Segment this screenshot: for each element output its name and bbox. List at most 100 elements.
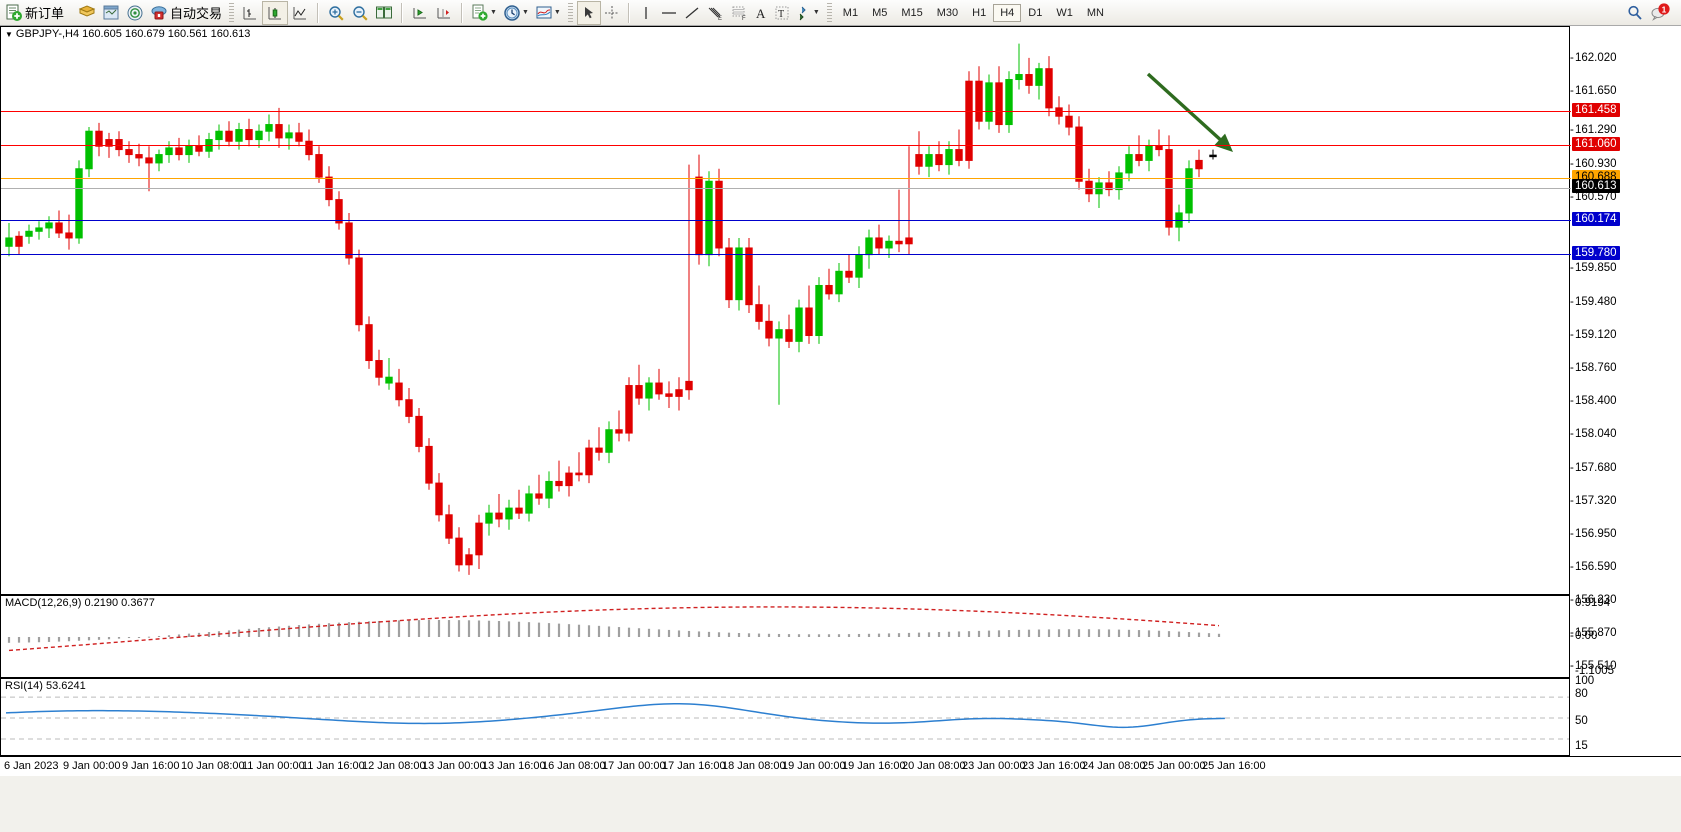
cursor-tool-button[interactable] bbox=[576, 0, 601, 25]
text-label-tool-button[interactable]: T bbox=[771, 1, 793, 25]
price-level-line[interactable] bbox=[1, 254, 1571, 255]
price-level-badge[interactable]: 160.174 bbox=[1572, 212, 1620, 226]
price-level-line[interactable] bbox=[1, 145, 1571, 146]
fibonacci-tool-button[interactable]: E bbox=[703, 1, 727, 25]
candlestick bbox=[255, 124, 263, 148]
timeframe-w1[interactable]: W1 bbox=[1056, 6, 1073, 19]
macd-pane[interactable]: MACD(12,26,9) 0.2190 0.3677 bbox=[0, 595, 1570, 678]
macd-histogram-bar bbox=[27, 637, 31, 643]
time-tick: 16 Jan 08:00 bbox=[542, 760, 606, 772]
timeframe-m1[interactable]: M1 bbox=[842, 6, 859, 19]
rsi-scale-tick: 80 bbox=[1575, 688, 1588, 700]
shift-chart-button[interactable] bbox=[408, 1, 432, 25]
symbol-header[interactable]: ▼ GBPJPY-,H4 160.605 160.679 160.561 160.… bbox=[5, 28, 250, 40]
new-order-button[interactable]: 新订单 bbox=[2, 1, 67, 25]
timeframe-h1[interactable]: H1 bbox=[972, 6, 987, 19]
toolbar-grip-2[interactable] bbox=[567, 2, 573, 23]
notifications-button[interactable]: 1 bbox=[1647, 1, 1673, 25]
shapes-icon bbox=[796, 5, 812, 21]
timeframe-m15[interactable]: M15 bbox=[901, 6, 923, 19]
add-indicator-button[interactable]: ▼ bbox=[468, 1, 500, 25]
price-level-line[interactable] bbox=[1, 178, 1571, 179]
price-level-badge[interactable]: 159.780 bbox=[1572, 246, 1620, 260]
svg-text:F: F bbox=[742, 16, 746, 21]
timeframe-h4[interactable]: H4 bbox=[993, 3, 1022, 22]
macd-histogram-bar bbox=[277, 626, 281, 637]
candlestick bbox=[935, 141, 943, 172]
text-tool-button[interactable]: A bbox=[751, 1, 771, 25]
time-tick: 25 Jan 00:00 bbox=[1142, 760, 1206, 772]
price-axis[interactable]: -162.020 -161.650 -161.290 -160.930 -160.570… bbox=[1570, 26, 1681, 756]
macd-label: MACD(12,26,9) 0.2190 0.3677 bbox=[5, 597, 155, 609]
horizontal-line-tool-button[interactable] bbox=[657, 1, 681, 25]
symbol-caret-icon[interactable]: ▼ bbox=[5, 30, 13, 39]
templates-button[interactable]: ▼ bbox=[532, 1, 564, 25]
shapes-tool-button[interactable]: ▼ bbox=[793, 1, 823, 25]
toolbar-grip[interactable] bbox=[229, 2, 235, 23]
price-tick: -157.680 bbox=[1570, 462, 1617, 474]
down-trend-arrow-icon[interactable] bbox=[1146, 72, 1233, 152]
vertical-line-tool-button[interactable] bbox=[635, 1, 657, 25]
candlestick bbox=[1105, 171, 1113, 197]
macd-histogram-bar bbox=[547, 623, 551, 637]
fibonacci-grid-tool-button[interactable]: F bbox=[727, 1, 751, 25]
meta-editor-button[interactable] bbox=[75, 1, 99, 25]
macd-histogram-bar bbox=[267, 627, 271, 637]
timeframe-d1[interactable]: D1 bbox=[1028, 6, 1043, 19]
candlestick bbox=[1125, 146, 1133, 182]
line-chart-button[interactable] bbox=[288, 1, 312, 25]
rsi-scale-tick: 100 bbox=[1575, 675, 1595, 687]
zoom-out-button[interactable] bbox=[348, 1, 372, 25]
search-button[interactable] bbox=[1623, 1, 1647, 25]
text-icon: A bbox=[754, 5, 768, 21]
price-level-line[interactable] bbox=[1, 220, 1571, 221]
tile-windows-button[interactable] bbox=[372, 1, 396, 25]
timeframe-m30[interactable]: M30 bbox=[936, 6, 959, 19]
window-icon bbox=[102, 4, 120, 22]
time-tick: 12 Jan 08:00 bbox=[362, 760, 426, 772]
time-tick: 23 Jan 16:00 bbox=[1022, 760, 1086, 772]
candlestick bbox=[225, 121, 233, 147]
toolbar-grip-3[interactable] bbox=[826, 2, 832, 23]
candlestick bbox=[245, 118, 253, 147]
period-dropdown-caret[interactable]: ▼ bbox=[521, 9, 529, 16]
price-level-badge[interactable]: 161.458 bbox=[1572, 103, 1620, 117]
autotrading-button[interactable]: 自动交易 bbox=[147, 1, 225, 25]
add-indicator-icon bbox=[471, 4, 489, 22]
crosshair-tool-button[interactable] bbox=[601, 1, 623, 25]
indicator-dropdown-caret[interactable]: ▼ bbox=[490, 9, 497, 16]
macd-histogram-bar bbox=[67, 637, 71, 642]
trendline-icon bbox=[684, 5, 700, 21]
rsi-pane[interactable]: RSI(14) 53.6241 bbox=[0, 678, 1570, 756]
price-level-line[interactable] bbox=[1, 111, 1571, 112]
timeframe-m5[interactable]: M5 bbox=[872, 6, 888, 19]
price-level-line[interactable] bbox=[1, 188, 1571, 189]
candlestick bbox=[425, 438, 433, 490]
macd-histogram-bar bbox=[987, 630, 991, 637]
data-window-button[interactable] bbox=[99, 1, 123, 25]
bar-chart-button[interactable] bbox=[238, 1, 262, 25]
macd-histogram-bar bbox=[1097, 629, 1101, 637]
candlestick bbox=[1085, 168, 1093, 203]
strategy-tester-button[interactable] bbox=[123, 1, 147, 25]
svg-text:E: E bbox=[718, 16, 722, 21]
candlestick bbox=[375, 349, 383, 386]
period-button[interactable]: ▼ bbox=[500, 1, 532, 25]
trendline-tool-button[interactable] bbox=[681, 1, 703, 25]
zoom-in-button[interactable] bbox=[324, 1, 348, 25]
templates-dropdown-caret[interactable]: ▼ bbox=[553, 9, 561, 16]
rsi-line bbox=[5, 703, 1225, 729]
price-tick: -156.230 bbox=[1570, 594, 1617, 606]
price-tick: -161.650 bbox=[1570, 85, 1617, 97]
timeframe-mn[interactable]: MN bbox=[1086, 6, 1104, 19]
fibonacci-grid-icon: F bbox=[730, 5, 748, 21]
candlestick bbox=[365, 316, 373, 369]
price-level-badge[interactable]: 161.060 bbox=[1572, 137, 1620, 151]
time-axis[interactable]: 6 Jan 2023 9 Jan 00:00 9 Jan 16:00 10 Jan 0… bbox=[0, 756, 1681, 776]
price-chart-pane[interactable]: ▼ GBPJPY-,H4 160.605 160.679 160.561 160.… bbox=[0, 26, 1571, 595]
candlestick bbox=[175, 137, 183, 161]
candlestick-chart-button[interactable] bbox=[262, 0, 289, 25]
shapes-dropdown-caret[interactable]: ▼ bbox=[812, 9, 820, 16]
price-level-badge[interactable]: 160.613 bbox=[1572, 179, 1620, 193]
auto-scroll-button[interactable] bbox=[432, 1, 456, 25]
